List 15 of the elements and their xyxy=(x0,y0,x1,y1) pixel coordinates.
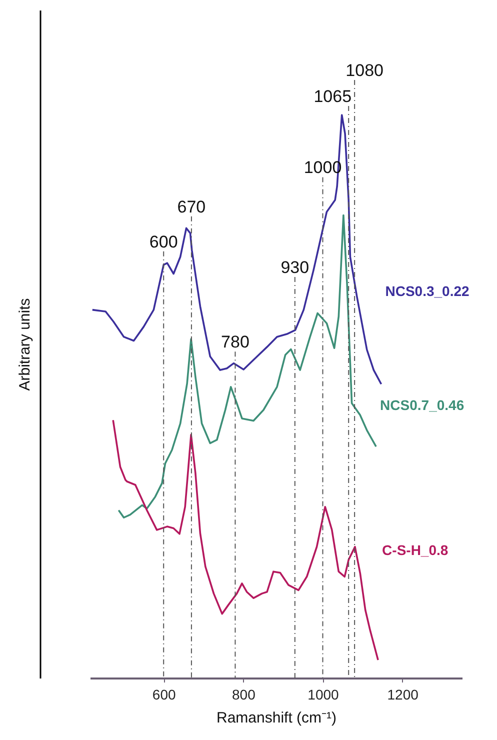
ref-line-label: 670 xyxy=(177,197,206,216)
ref-line-label: 1065 xyxy=(314,86,352,106)
x-tick-label: 800 xyxy=(232,686,256,702)
x-tick-label: 1200 xyxy=(387,686,419,702)
series-label: NCS0.3_0.22 xyxy=(385,283,470,300)
ref-line-label: 930 xyxy=(280,258,310,278)
x-axis-title: Ramanshift (cm⁻¹) xyxy=(216,710,337,726)
series-label: C-S-H_0.8 xyxy=(382,542,448,558)
y-axis-title: Arbitrary units xyxy=(16,298,34,391)
series-label: NCS0.7_0.46 xyxy=(380,396,464,413)
ref-line-label: 1080 xyxy=(346,60,384,80)
ref-line-label: 780 xyxy=(221,332,250,352)
ref-line-label: 600 xyxy=(149,232,178,252)
x-tick-label: 1000 xyxy=(308,686,340,702)
x-tick-label: 600 xyxy=(152,686,176,702)
